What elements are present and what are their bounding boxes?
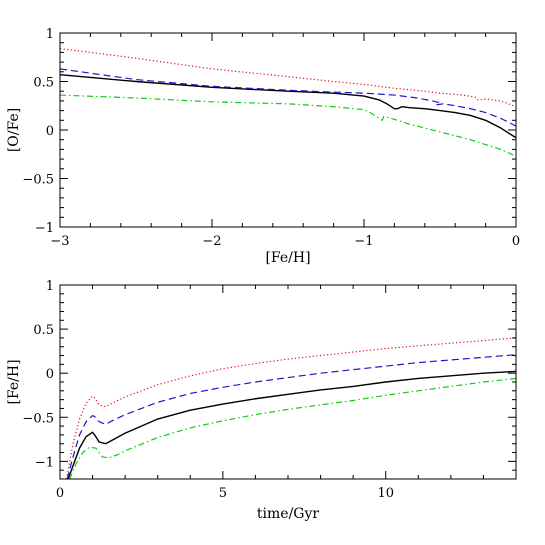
top-series-dashed-line (60, 68, 516, 127)
bottom-x-tick-label: 5 (219, 486, 227, 501)
top-y-tick-label: −0.5 (22, 173, 54, 188)
bottom-series-dashdot-line (69, 377, 516, 479)
top-series-dashdot-line (60, 94, 516, 157)
bottom-series-dashed-line (66, 354, 516, 479)
panel-iron-vs-time: 0 5 10 −1 −0.5 0 0.5 1 time/Gyr [Fe/H] (6, 279, 517, 522)
bottom-y-tick-label: 1 (46, 279, 54, 294)
top-x-tick-label: −1 (354, 234, 373, 249)
top-x-tick-label: −2 (202, 234, 221, 249)
panel-oxygen-vs-iron: −3 −2 −1 0 −1 −0.5 0 0.5 1 [Fe/H] [O/Fe] (6, 27, 520, 266)
top-y-tick-label: −1 (35, 221, 54, 236)
top-series-group (60, 47, 516, 157)
bottom-y-tick-label: 0 (46, 367, 54, 382)
top-ticks: −3 −2 −1 0 −1 −0.5 0 0.5 1 (22, 27, 520, 249)
top-y-axis-label: [O/Fe] (6, 108, 22, 152)
bottom-y-axis-label: [Fe/H] (6, 359, 22, 404)
bottom-series-dotted-line (65, 337, 516, 479)
bottom-x-tick-label: 0 (56, 486, 64, 501)
bottom-y-tick-label: 0.5 (33, 323, 54, 338)
top-plot-frame (59, 32, 517, 228)
top-series-solid-line (60, 74, 516, 139)
top-y-tick-label: 0 (46, 124, 54, 139)
top-x-tick-label: −3 (50, 234, 69, 249)
top-x-axis-label: [Fe/H] (265, 250, 310, 266)
bottom-y-tick-label: −0.5 (22, 411, 54, 426)
top-x-tick-label: 0 (512, 234, 520, 249)
top-y-tick-label: 1 (46, 27, 54, 42)
top-series-dotted-line (60, 47, 516, 108)
bottom-series-solid-line (67, 370, 516, 479)
bottom-ticks: 0 5 10 −1 −0.5 0 0.5 1 (22, 279, 517, 501)
bottom-series-group (65, 337, 516, 479)
bottom-y-tick-label: −1 (35, 455, 54, 470)
bottom-x-axis-label: time/Gyr (257, 506, 319, 522)
top-y-tick-label: 0.5 (33, 76, 54, 91)
bottom-x-tick-label: 10 (377, 486, 394, 501)
